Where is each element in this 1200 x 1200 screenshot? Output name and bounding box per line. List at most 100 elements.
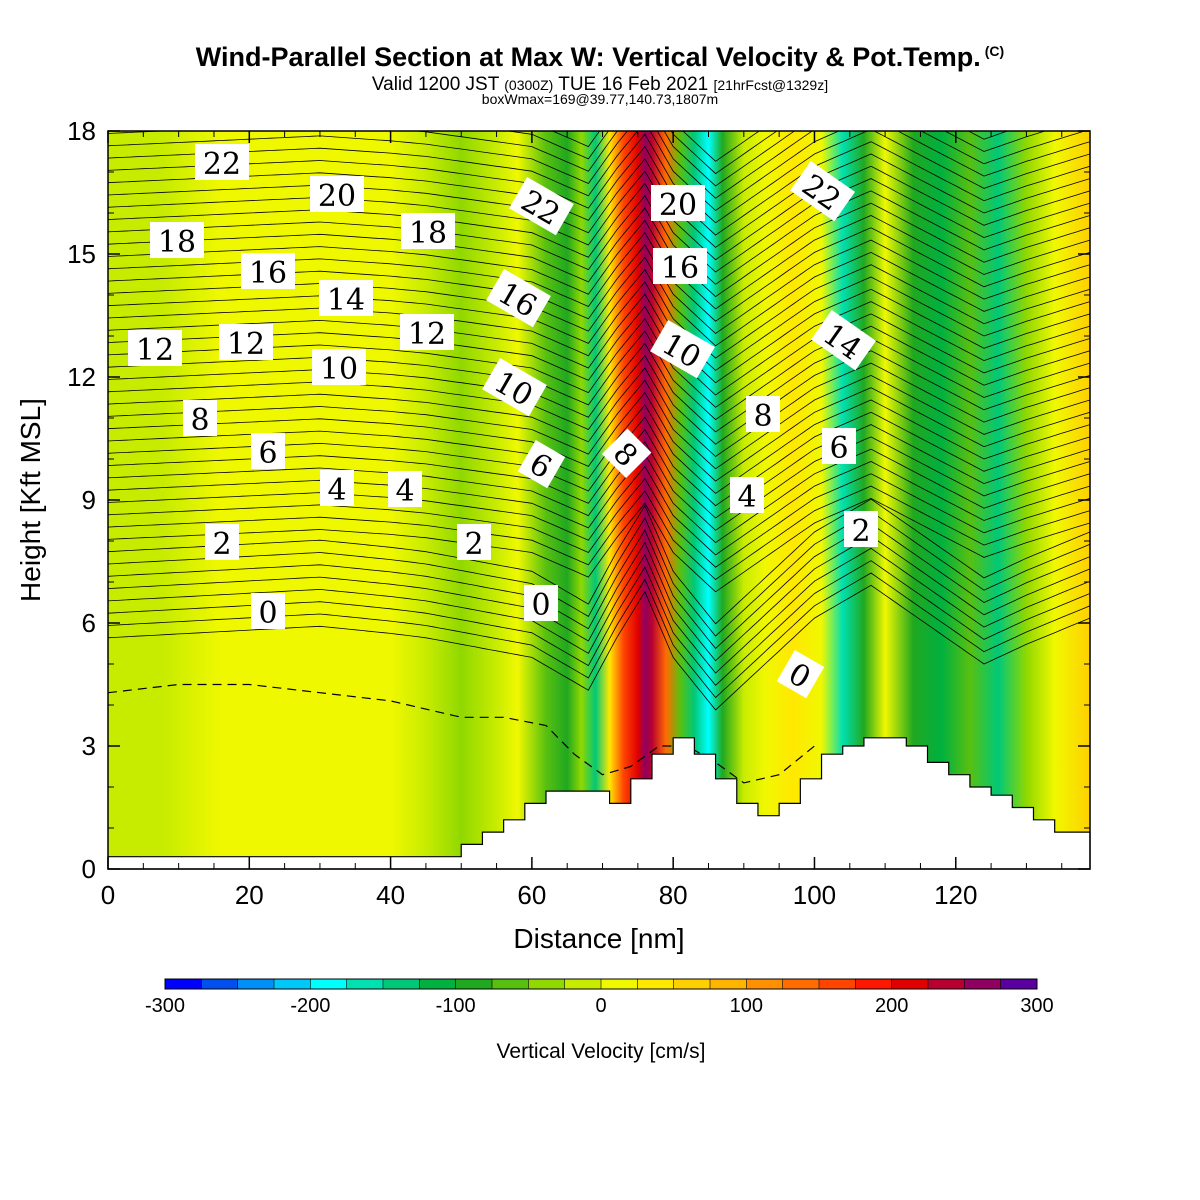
- contour-label: 6: [251, 433, 285, 471]
- colorbar-swatch: [419, 979, 457, 989]
- velocity-shading: [108, 131, 1090, 869]
- y-tick-label: 15: [67, 239, 96, 269]
- isentrope-line: [108, 141, 1090, 236]
- contour-label: 20: [651, 185, 705, 223]
- contour-label-box: [251, 433, 285, 469]
- contour-label-text: 16: [661, 251, 699, 286]
- copyright-mark: (C): [984, 43, 1005, 59]
- isentrope-line: [108, 202, 1090, 298]
- isentrope-line: [108, 473, 1090, 568]
- contour-label-text: 14: [327, 283, 365, 318]
- colorbar-swatch: [492, 979, 529, 989]
- contour-label-text: 0: [531, 588, 550, 623]
- colorbar-swatch: [1000, 979, 1038, 989]
- colorbar: -300 -200 -100 0 100 200 300: [145, 978, 1054, 1017]
- contour-label-box: [811, 309, 877, 371]
- isentrope-line: [108, 448, 1090, 544]
- isentrope-line: [505, 131, 1009, 175]
- contour-label-text: 0: [258, 596, 277, 631]
- colorbar-swatch: [928, 979, 965, 989]
- colorbar-swatch: [274, 979, 311, 989]
- y-axis-title: Height [Kft MSL]: [15, 398, 46, 602]
- contour-label-box: [457, 524, 491, 560]
- contour-label-box: [517, 440, 566, 489]
- contour-label-box: [251, 593, 285, 629]
- contour-label-box: [319, 280, 373, 316]
- isentrope-line: [108, 165, 1090, 261]
- isentrope-line: [108, 436, 1090, 531]
- x-tick-label: 0: [101, 880, 115, 910]
- x-tick-label: 20: [235, 880, 264, 910]
- contour-label: 12: [400, 314, 454, 352]
- isentrope-line: [108, 288, 1090, 384]
- colorbar-title: Vertical Velocity [cm/s]: [497, 1040, 706, 1063]
- colorbar-tick-label: 100: [730, 995, 763, 1017]
- colorbar-swatch: [455, 979, 493, 989]
- contour-label: 2: [205, 524, 239, 562]
- isentrope-line: [108, 511, 1090, 637]
- contour-label: 16: [241, 253, 295, 291]
- contour-label-box: [400, 314, 454, 350]
- colorbar-swatch: [346, 979, 384, 989]
- isentrope-line: [551, 131, 760, 162]
- contour-label-box: [219, 324, 273, 360]
- terrain-profile: [107, 737, 1091, 870]
- box-max-info: boxWmax=169@39.77,140.73,1807m: [481, 91, 719, 107]
- y-tick-label: 9: [82, 485, 96, 515]
- isentrope-line: [108, 131, 1090, 212]
- y-axis: 0 3 6 9 12 15 18: [67, 116, 1090, 884]
- isentrope-line: [108, 131, 1090, 224]
- contour-label: 0: [251, 593, 285, 631]
- freezing-level-line: [107, 683, 815, 784]
- contour-label-box: [310, 176, 364, 212]
- contour-label: 10: [312, 349, 366, 387]
- x-tick-label: 40: [376, 880, 405, 910]
- contour-label: 8: [746, 396, 780, 434]
- contour-label: 4: [388, 471, 422, 509]
- contour-label-box: [746, 396, 780, 432]
- contour-label-box: [312, 349, 366, 385]
- y-tick-label: 6: [82, 608, 96, 638]
- contour-label: 0: [524, 585, 558, 623]
- contour-label-box: [651, 185, 705, 221]
- forecast-info: [21hrFcst@1329z]: [713, 77, 829, 93]
- isentrope-line: [108, 387, 1090, 482]
- chart-title: Wind-Parallel Section at Max W: Vertical…: [0, 42, 1200, 73]
- colorbar-swatch: [201, 979, 239, 989]
- colorbar-swatch: [782, 979, 820, 989]
- isentrope-line: [108, 461, 1090, 556]
- chart-subtitle: Valid 1200 JST (0300Z) TUE 16 Feb 2021 […: [0, 74, 1200, 96]
- colorbar-swatch: [673, 979, 711, 989]
- x-tick-label: 120: [934, 880, 977, 910]
- colorbar-swatch: [601, 979, 638, 989]
- isentrope-line: [108, 215, 1090, 310]
- contour-label-box: [844, 511, 878, 547]
- colorbar-swatch: [528, 979, 566, 989]
- contour-label-box: [401, 213, 455, 249]
- valid-date: TUE 16 Feb 2021: [558, 74, 709, 95]
- x-axis-title: Distance [nm]: [513, 923, 684, 954]
- colorbar-swatch: [746, 979, 784, 989]
- isentrope-line: [108, 498, 1090, 625]
- colorbar-tick-label: 300: [1020, 995, 1053, 1017]
- contour-label: 6: [517, 440, 566, 489]
- contour-label-box: [241, 253, 295, 289]
- contour-label-text: 20: [659, 188, 697, 223]
- contour-label-box: [790, 160, 856, 222]
- colorbar-swatch: [891, 979, 929, 989]
- contour-label-box: [128, 330, 182, 366]
- contour-label-box: [183, 400, 217, 436]
- contour-label-text: 4: [327, 473, 346, 508]
- x-tick-label: 60: [517, 880, 546, 910]
- colorbar-swatch: [237, 979, 275, 989]
- contour-label-box: [524, 585, 558, 621]
- contour-label: 16: [653, 248, 707, 286]
- y-tick-label: 3: [82, 731, 96, 761]
- chart-title-text: Wind-Parallel Section at Max W: Vertical…: [195, 42, 981, 72]
- contour-label: 20: [310, 176, 364, 214]
- contour-label-text: 12: [408, 317, 446, 352]
- contour-label-text: 18: [158, 225, 196, 260]
- y-tick-label: 18: [67, 116, 96, 146]
